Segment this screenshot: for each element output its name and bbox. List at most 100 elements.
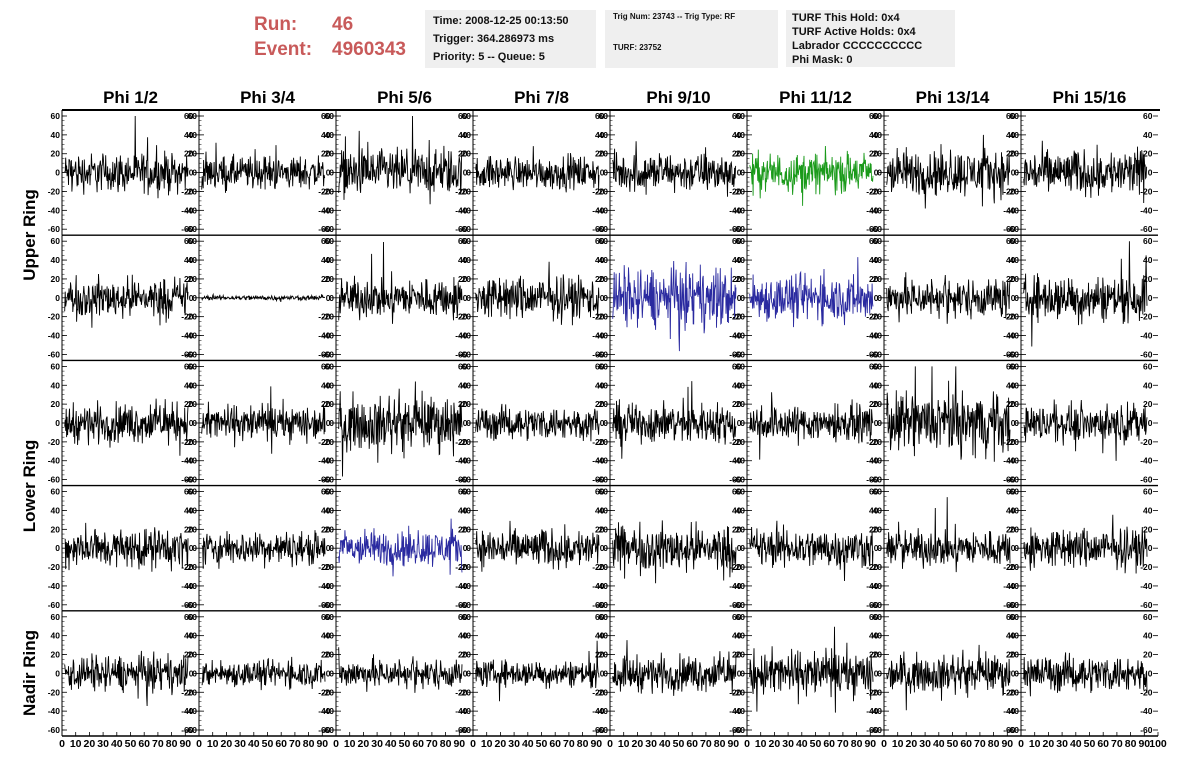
y-tick-label-right: -40: [729, 331, 742, 341]
y-tick-label: 40: [599, 255, 609, 265]
x-tick-label: 40: [522, 738, 534, 750]
turf-text: TURF: 23752: [613, 43, 662, 52]
waveform-trace: [475, 520, 600, 572]
x-tick-label: 0: [607, 738, 613, 750]
y-tick-label-right: 60: [1006, 487, 1016, 497]
y-tick-label-right: 20: [458, 650, 468, 660]
x-tick-label: 70: [563, 738, 575, 750]
y-tick-label-right: 60: [458, 236, 468, 246]
y-tick-label: -20: [870, 687, 883, 697]
y-tick-label: 20: [736, 650, 746, 660]
y-tick-label-right: -20: [1003, 186, 1016, 196]
y-tick-label: 0: [55, 168, 60, 178]
x-tick-label: 50: [947, 738, 959, 750]
x-tick-label: 20: [632, 738, 644, 750]
y-tick-label: -40: [870, 205, 883, 215]
y-tick-label: -60: [733, 475, 746, 485]
y-tick-label: -20: [185, 312, 198, 322]
y-tick-label: -20: [596, 437, 609, 447]
x-tick-label: 20: [769, 738, 781, 750]
waveform-trace: [749, 257, 874, 328]
y-tick-label-right: 0: [600, 168, 605, 178]
y-tick-label-right: -60: [592, 349, 605, 359]
y-tick-label: -40: [48, 205, 61, 215]
waveform-trace: [201, 142, 326, 193]
y-tick-label-right: 20: [1143, 524, 1153, 534]
turf-active-holds-text: TURF Active Holds: 0x4: [792, 26, 916, 38]
y-tick-label-right: -20: [1003, 687, 1016, 697]
x-tick-label: 20: [84, 738, 96, 750]
y-tick-label-right: -20: [181, 312, 194, 322]
y-tick-label: -20: [1007, 186, 1020, 196]
x-tick-label: 10: [481, 738, 493, 750]
y-tick-label-right: -40: [181, 581, 194, 591]
y-tick-label: 40: [188, 631, 198, 641]
y-tick-label: 20: [736, 399, 746, 409]
y-tick-label: -40: [596, 331, 609, 341]
y-tick-label: 40: [873, 255, 883, 265]
y-tick-label: -60: [733, 349, 746, 359]
y-tick-label: -20: [322, 312, 335, 322]
x-tick-label: 10: [1029, 738, 1041, 750]
y-tick-label-right: 40: [1143, 631, 1153, 641]
y-tick-label-right: 40: [1143, 505, 1153, 515]
y-tick-label: 40: [1010, 255, 1020, 265]
column-header: Phi 1/2: [103, 88, 158, 107]
y-tick-label: -40: [1007, 331, 1020, 341]
y-tick-label-right: 0: [600, 543, 605, 553]
y-tick-label-right: -40: [181, 706, 194, 716]
y-tick-label-right: 20: [321, 149, 331, 159]
y-tick-label: -20: [48, 562, 61, 572]
y-tick-label: 60: [736, 111, 746, 121]
y-tick-label: 40: [51, 380, 61, 390]
y-tick-label-right: -60: [318, 475, 331, 485]
y-tick-label-right: 40: [869, 255, 879, 265]
y-tick-label: -40: [459, 205, 472, 215]
y-tick-label-right: -40: [455, 205, 468, 215]
y-tick-label-right: -40: [318, 331, 331, 341]
y-tick-label: 60: [51, 111, 61, 121]
y-tick-label-right: 60: [1143, 361, 1153, 371]
y-tick-label-right: -40: [592, 581, 605, 591]
y-tick-label: 60: [599, 236, 609, 246]
y-tick-label-right: 0: [737, 418, 742, 428]
y-tick-label: -20: [733, 312, 746, 322]
y-tick-label: 60: [736, 361, 746, 371]
y-tick-label-right: -40: [729, 581, 742, 591]
y-tick-label-right: -40: [866, 205, 879, 215]
y-tick-label-right: 20: [1006, 149, 1016, 159]
y-tick-label: -40: [48, 456, 61, 466]
y-tick-label-right: 40: [458, 380, 468, 390]
y-tick-label-right: 0: [1011, 293, 1016, 303]
y-tick-label: 0: [877, 543, 882, 553]
y-tick-label: 0: [603, 293, 608, 303]
y-tick-label-right: -40: [1003, 456, 1016, 466]
y-tick-label-right: 20: [184, 274, 194, 284]
y-tick-label: 60: [873, 487, 883, 497]
y-tick-label-right: 60: [458, 111, 468, 121]
y-tick-label: -60: [459, 600, 472, 610]
y-tick-label: -40: [459, 706, 472, 716]
x-tick-label: 80: [851, 738, 863, 750]
x-tick-label: 60: [686, 738, 698, 750]
y-tick-label: 20: [873, 149, 883, 159]
y-tick-label-right: -20: [592, 186, 605, 196]
y-tick-label: 60: [873, 236, 883, 246]
y-tick-label-right: -20: [455, 437, 468, 447]
y-tick-label-right: 20: [869, 149, 879, 159]
x-tick-label: 10: [344, 738, 356, 750]
y-tick-label-right: -20: [181, 562, 194, 572]
waveform-trace: [1023, 399, 1148, 461]
y-tick-label: -20: [185, 687, 198, 697]
y-tick-label: 20: [599, 149, 609, 159]
y-tick-label-right: -60: [1003, 224, 1016, 234]
y-tick-label: 20: [325, 399, 335, 409]
y-tick-label: -60: [459, 349, 472, 359]
y-tick-label-right: -40: [866, 456, 879, 466]
waveform-trace: [612, 640, 737, 696]
y-tick-label: -40: [1007, 706, 1020, 716]
